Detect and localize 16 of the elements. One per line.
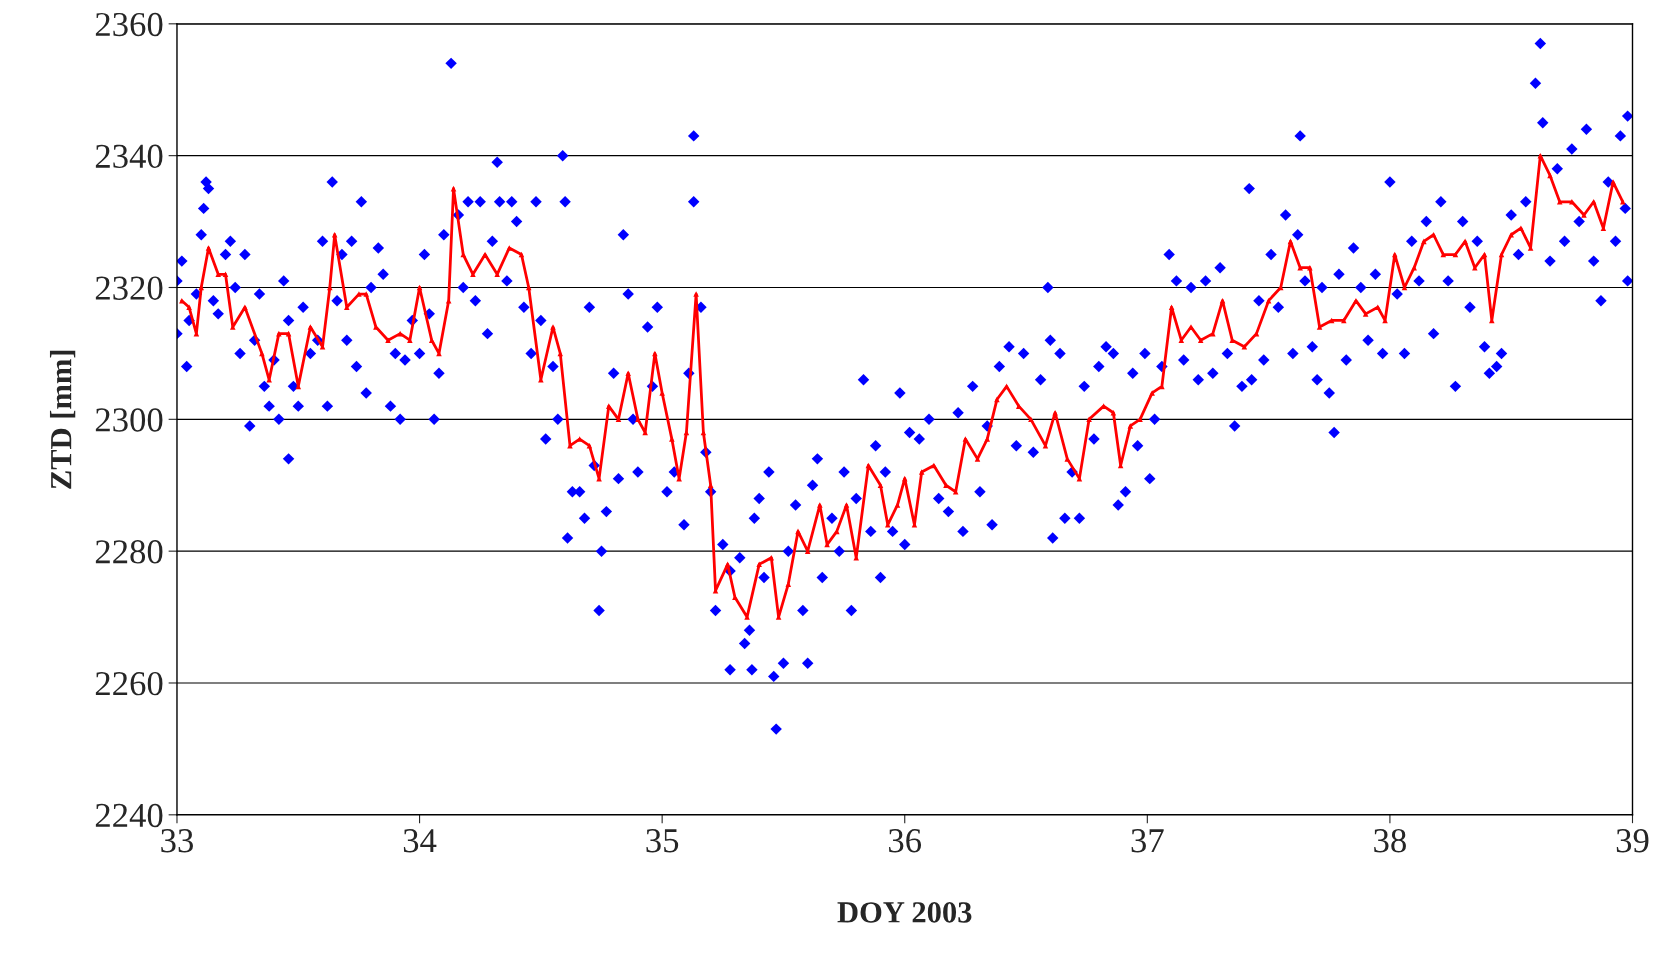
y-tick-label: 2320 (95, 276, 163, 300)
y-tick-label: 2360 (95, 12, 163, 37)
x-axis-title: DOY 2003 (837, 902, 972, 923)
y-axis-title: ZTD [mm] (49, 350, 76, 489)
x-tick-label: 38 (1374, 829, 1406, 853)
y-tick-label: 2300 (95, 408, 163, 432)
x-tick-label: 36 (889, 829, 922, 853)
y-tick-label: 2260 (95, 671, 163, 696)
y-tick-label: 2340 (95, 144, 163, 169)
x-tick-label: 37 (1131, 829, 1164, 853)
x-tick-label: 35 (646, 829, 679, 853)
x-tick-label: 39 (1616, 829, 1649, 853)
y-tick-label: 2240 (95, 803, 163, 828)
x-tick-label: 34 (403, 829, 437, 853)
x-tick-label: 33 (161, 829, 193, 853)
y-tick-label: 2280 (95, 540, 163, 564)
